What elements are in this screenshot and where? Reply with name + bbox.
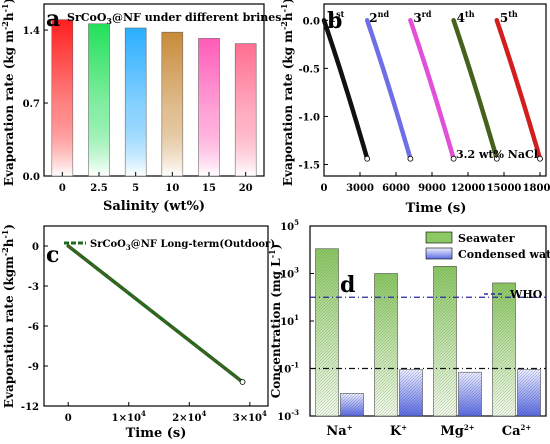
x-tick-label-c: 2×104 [172, 409, 206, 424]
y-tick-label-c: -3 [28, 282, 39, 293]
x-tick-label-b: 12000 [451, 183, 486, 194]
panel-letter-d: d [340, 272, 355, 298]
bar-a-2.5 [88, 23, 110, 177]
bar-d-hatch [492, 282, 516, 416]
series-line-b-5 [494, 18, 543, 161]
x-tick-label-c: 1×104 [112, 409, 146, 424]
plot-frame-b [323, 3, 547, 177]
x-tick-label-c: 0 [65, 413, 72, 424]
bar-a-5 [124, 27, 147, 177]
bar-a-0 [51, 19, 74, 177]
x-tick-label-b: 0 [321, 183, 328, 194]
series-line-c-highlight [67, 245, 243, 383]
legend-swatch-seawater [425, 231, 453, 244]
legend-label-seawater: Seawater [458, 232, 515, 245]
legend-label-who: WHO [509, 288, 543, 301]
y-tick-label-d: 105 [280, 218, 299, 233]
y-tick-label-d: 101 [280, 313, 299, 328]
y-tick-label-c: 0 [32, 242, 39, 253]
x-axis-label-c: Time (s) [126, 426, 187, 441]
bar-d-hatch [458, 372, 482, 416]
y-tick-label-b: -1.5 [298, 160, 320, 171]
x-tick-label-b: 6000 [382, 183, 410, 194]
x-tick-label-d: Na+ [326, 423, 352, 439]
x-tick-label-a: 15 [202, 183, 216, 194]
x-tick-label-b: 3000 [346, 183, 374, 194]
x-tick-label-b: 18000 [523, 183, 550, 194]
series-label-b-5: 5th [500, 9, 518, 25]
x-tick-label-d: Mg2+ [440, 423, 474, 439]
panel-a: 0.0 0.7 1.4 0 2.5 5 10 15 20 a SrCoO3@NF under … [0, 0, 281, 214]
series-end-marker-c [239, 379, 246, 385]
x-tick-label-a: 20 [239, 183, 253, 194]
series-label-b-2: 2nd [369, 9, 389, 25]
x-axis-label-b: Time (s) [406, 201, 467, 216]
legend-swatch-condensed [425, 247, 453, 260]
series-end-marker-b [407, 155, 414, 162]
plot-frame-c [43, 225, 269, 407]
series-line-b-3 [408, 18, 456, 161]
y-tick-label-d: 10-3 [277, 408, 299, 423]
bar-d-hatch [399, 369, 423, 416]
panel-c: 0 -3 -6 -9 -12 0 1×104 2×104 3×104 c SrCoO3@NF … [0, 224, 275, 441]
bar-d-hatch [315, 248, 339, 416]
series-end-marker-b [364, 155, 371, 162]
y-tick-label-d: 103 [280, 266, 299, 281]
chart-title-a: SrCoO3@NF under different brines [67, 11, 281, 26]
x-tick-label-d: Ca2+ [502, 423, 532, 439]
series-end-marker-b [450, 155, 457, 162]
y-tick-label-c: -6 [28, 322, 39, 333]
bar-d-hatch [517, 369, 541, 416]
y-tick-label-a: 0.7 [23, 99, 40, 110]
x-tick-label-a: 0 [59, 183, 66, 194]
y-tick-label-a: 1.4 [23, 26, 40, 37]
series-label-b-3: 3rd [413, 9, 432, 25]
x-tick-label-a: 10 [165, 183, 179, 194]
y-tick-label-b: 0.0 [303, 16, 320, 27]
panel-letter-a: a [46, 6, 60, 32]
bar-a-10 [161, 31, 184, 177]
series-end-marker-b [537, 155, 543, 162]
x-tick-label-a: 5 [132, 183, 139, 194]
x-axis-label-a: Salinity (wt%) [103, 199, 205, 214]
x-tick-label-b: 15000 [487, 183, 522, 194]
panel-letter-c: c [46, 242, 59, 268]
legend-label-condensed: Condensed water [458, 248, 550, 261]
bar-a-15 [198, 38, 220, 177]
x-tick-label-a: 2.5 [90, 183, 107, 194]
plot-frame-a [43, 3, 265, 177]
y-tick-label-c: -9 [28, 362, 39, 373]
annotation-b: 3.2 wt% NaCl [456, 148, 538, 161]
x-tick-label-d: K+ [390, 423, 407, 439]
series-label-b-4: 4th [457, 9, 475, 25]
bar-a-20 [234, 43, 257, 177]
series-label-b-1: 1st [328, 9, 345, 25]
y-tick-label-d: 10-1 [277, 361, 299, 376]
panel-b: 1st 2nd 3rd 4th 5th 0.0 -0.5 -1.0 -1.5 0 3000 600… [279, 0, 550, 216]
bar-d-hatch [433, 266, 457, 416]
y-tick-label-c: -12 [21, 402, 39, 413]
series-line-b-1 [321, 18, 370, 161]
y-axis-label-b: Evaporation rate (kg m-2h-1) [279, 0, 295, 186]
panel-letter-b: b [327, 8, 342, 34]
series-end-marker-b [493, 155, 500, 162]
y-tick-label-b: -0.5 [298, 64, 320, 75]
x-tick-label-b: 9000 [418, 183, 446, 194]
x-tick-label-c: 3×104 [233, 409, 267, 424]
y-tick-label-a: 0.0 [23, 172, 40, 183]
bar-d-hatch [374, 273, 398, 416]
y-tick-label-b: -1.0 [298, 112, 320, 123]
y-axis-label-c: Evaporation rate (kgm-2h-1) [0, 224, 16, 408]
legend-label-c: SrCoO3@NF Long-term(Outdoor) [90, 239, 275, 252]
y-axis-label-d: Concentration (mg L-1) [267, 244, 283, 399]
y-axis-label-a: Evaporation rate (kg m-2h-1) [0, 0, 16, 186]
series-line-b-4 [451, 18, 500, 161]
panel-d: 10-3 10-1 101 103 105 Na+ K+ Mg2+ Ca2+ d Seawat… [267, 218, 550, 439]
series-line-b-2 [364, 18, 413, 161]
bar-d-hatch [340, 393, 364, 416]
